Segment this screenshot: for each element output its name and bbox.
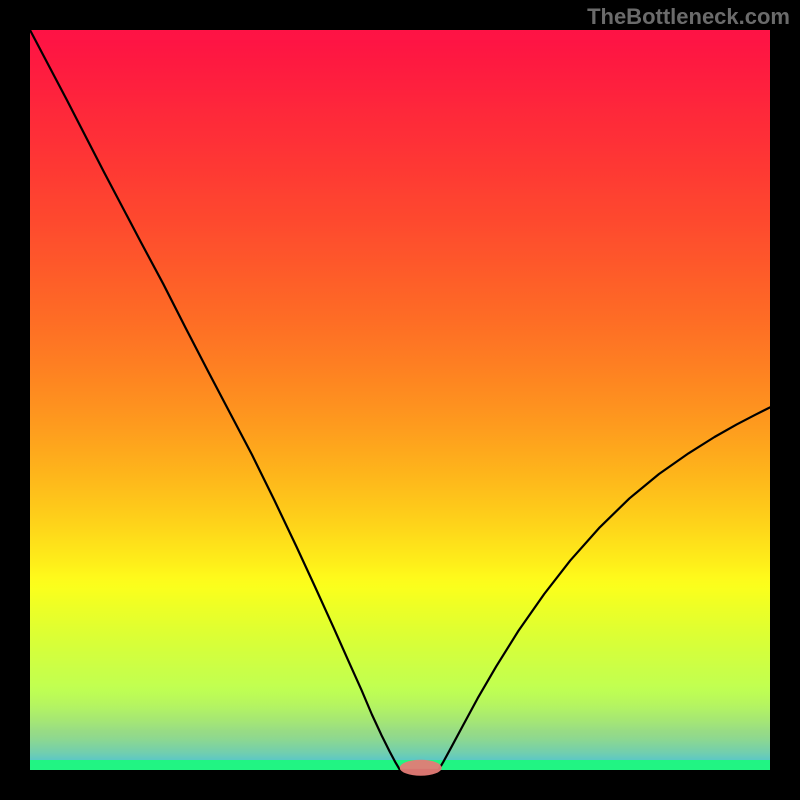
chart-container: TheBottleneck.com <box>0 0 800 800</box>
plot-background <box>30 30 770 770</box>
optimal-marker <box>400 760 442 776</box>
watermark-label: TheBottleneck.com <box>587 4 790 30</box>
bottleneck-chart <box>0 0 800 800</box>
